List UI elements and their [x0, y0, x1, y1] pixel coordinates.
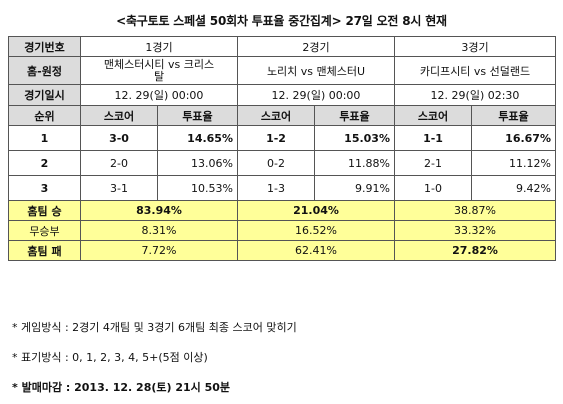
game-2-score-header: 스코어	[237, 105, 315, 126]
game-3-number: 3경기	[394, 36, 556, 57]
rank-row-1: 1 3-0 14.65% 1-2 15.03% 1-1 16.67%	[8, 125, 556, 151]
game-1-rate-header: 투표율	[157, 105, 238, 126]
game-1-score-header: 스코어	[80, 105, 158, 126]
game-1-score: 2-0	[80, 150, 158, 176]
game-1-datetime: 12. 29(일) 00:00	[80, 84, 238, 106]
game-number-label: 경기번호	[8, 36, 81, 57]
note-deadline: * 발매마감 : 2013. 12. 28(토) 21시 50분	[12, 381, 231, 394]
home-loss-label: 홈팀 패	[8, 240, 81, 261]
game-1-score: 3-1	[80, 175, 158, 201]
game-1-number: 1경기	[80, 36, 238, 57]
game-1-home-win: 83.94%	[80, 200, 238, 221]
game-3-score: 1-0	[394, 175, 472, 201]
draw-label: 무승부	[8, 220, 81, 241]
game-3-rate-header: 투표율	[471, 105, 556, 126]
game-2-draw: 16.52%	[237, 220, 395, 241]
game-1-score: 3-0	[80, 125, 158, 151]
game-2-score: 1-2	[237, 125, 315, 151]
datetime-row: 경기일시 12. 29(일) 00:00 12. 29(일) 00:00 12.…	[8, 84, 556, 106]
game-2-rate: 11.88%	[314, 150, 395, 176]
game-3-home-loss: 27.82%	[394, 240, 556, 261]
game-2-datetime: 12. 29(일) 00:00	[237, 84, 395, 106]
game-3-home-win: 38.87%	[394, 200, 556, 221]
game-2-rate: 15.03%	[314, 125, 395, 151]
rank-row-3: 3 3-1 10.53% 1-3 9.91% 1-0 9.42%	[8, 175, 556, 201]
game-2-teams: 노리치 vs 맨체스터U	[237, 56, 395, 85]
game-2-rate-header: 투표율	[314, 105, 395, 126]
game-1-draw: 8.31%	[80, 220, 238, 241]
game-2-number: 2경기	[237, 36, 395, 57]
game-1-rate: 10.53%	[157, 175, 238, 201]
game-1-rate: 14.65%	[157, 125, 238, 151]
datetime-label: 경기일시	[8, 84, 81, 106]
draw-row: 무승부 8.31% 16.52% 33.32%	[8, 220, 556, 241]
game-1-rate: 13.06%	[157, 150, 238, 176]
game-3-teams: 카디프시티 vs 선덜랜드	[394, 56, 556, 85]
rank-number: 1	[8, 125, 81, 151]
game-2-home-loss: 62.41%	[237, 240, 395, 261]
game-3-score: 2-1	[394, 150, 472, 176]
game-3-rate: 16.67%	[471, 125, 556, 151]
page-title: <축구토토 스페셜 50회차 투표율 중간집계> 27일 오전 8시 현재	[116, 14, 447, 28]
rank-number: 3	[8, 175, 81, 201]
column-header-row: 순위 스코어 투표율 스코어 투표율 스코어 투표율	[8, 105, 556, 126]
game-3-rate: 9.42%	[471, 175, 556, 201]
home-loss-row: 홈팀 패 7.72% 62.41% 27.82%	[8, 240, 556, 261]
game-1-home-loss: 7.72%	[80, 240, 238, 261]
game-3-score-header: 스코어	[394, 105, 472, 126]
rank-header: 순위	[8, 105, 81, 126]
game-2-rate: 9.91%	[314, 175, 395, 201]
game-2-score: 1-3	[237, 175, 315, 201]
game-3-rate: 11.12%	[471, 150, 556, 176]
vote-rate-table: 경기번호 1경기 2경기 3경기 홈-원정 맨체스터시티 vs 크리스탈 노리치…	[8, 36, 556, 261]
home-away-label: 홈-원정	[8, 56, 81, 85]
home-away-row: 홈-원정 맨체스터시티 vs 크리스탈 노리치 vs 맨체스터U 카디프시티 v…	[8, 56, 556, 85]
game-2-score: 0-2	[237, 150, 315, 176]
rank-row-2: 2 2-0 13.06% 0-2 11.88% 2-1 11.12%	[8, 150, 556, 176]
game-3-draw: 33.32%	[394, 220, 556, 241]
note-game-method: * 게임방식 : 2경기 4개팀 및 3경기 6개팀 최종 스코어 맞히기	[12, 321, 297, 334]
rank-number: 2	[8, 150, 81, 176]
game-number-row: 경기번호 1경기 2경기 3경기	[8, 36, 556, 57]
home-win-label: 홈팀 승	[8, 200, 81, 221]
game-2-home-win: 21.04%	[237, 200, 395, 221]
game-1-teams-text: 맨체스터시티 vs 크리스탈	[103, 57, 215, 83]
note-notation: * 표기방식 : 0, 1, 2, 3, 4, 5+(5점 이상)	[12, 351, 208, 364]
game-3-datetime: 12. 29(일) 02:30	[394, 84, 556, 106]
game-3-score: 1-1	[394, 125, 472, 151]
home-win-row: 홈팀 승 83.94% 21.04% 38.87%	[8, 200, 556, 221]
game-1-teams: 맨체스터시티 vs 크리스탈	[80, 56, 238, 85]
